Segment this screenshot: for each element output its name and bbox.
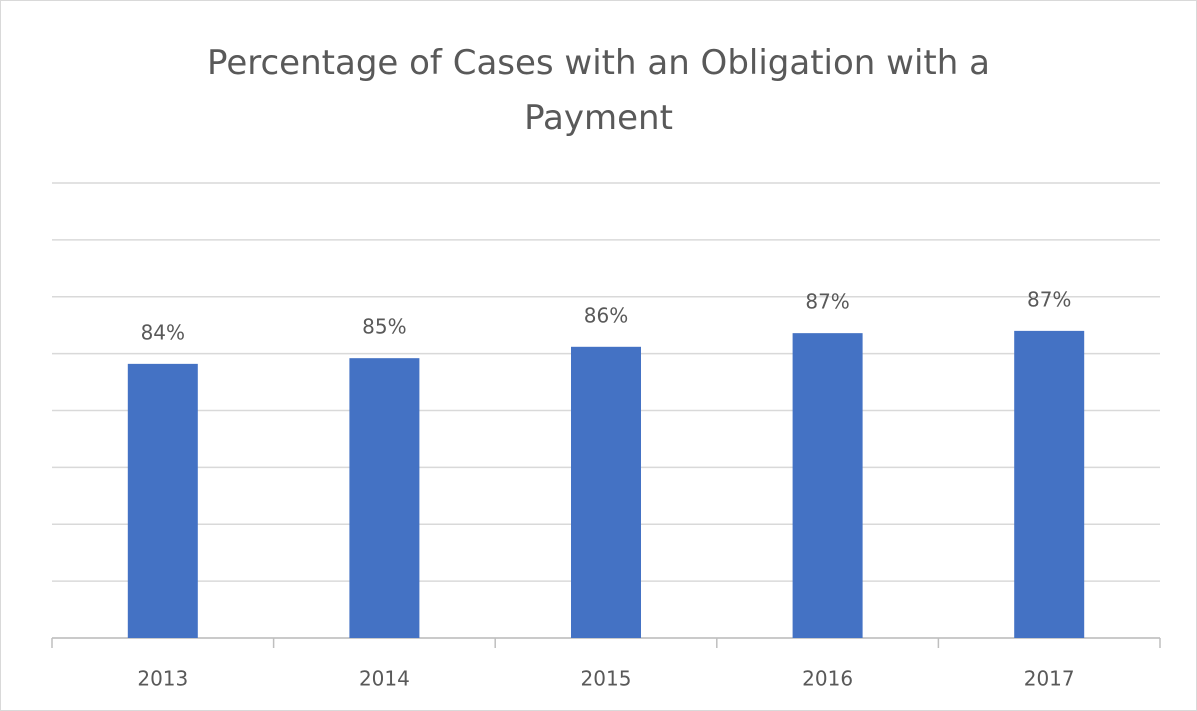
data-label: 87% (805, 290, 849, 314)
data-label: 86% (584, 303, 628, 327)
bar (571, 346, 641, 638)
data-label: 85% (362, 315, 406, 339)
bar (127, 363, 198, 638)
chart-title: Percentage of Cases with an Obligation w… (207, 43, 990, 138)
x-tick-label: 2017 (1024, 667, 1075, 691)
x-tick-label: 2013 (137, 667, 188, 691)
data-label: 87% (1027, 287, 1071, 311)
x-tick-label: 2015 (581, 667, 632, 691)
bar (1014, 330, 1085, 638)
data-label: 84% (141, 320, 185, 344)
bar (792, 333, 863, 638)
x-tick-label: 2014 (359, 667, 410, 691)
bar (349, 358, 420, 638)
x-tick-label: 2016 (802, 667, 853, 691)
